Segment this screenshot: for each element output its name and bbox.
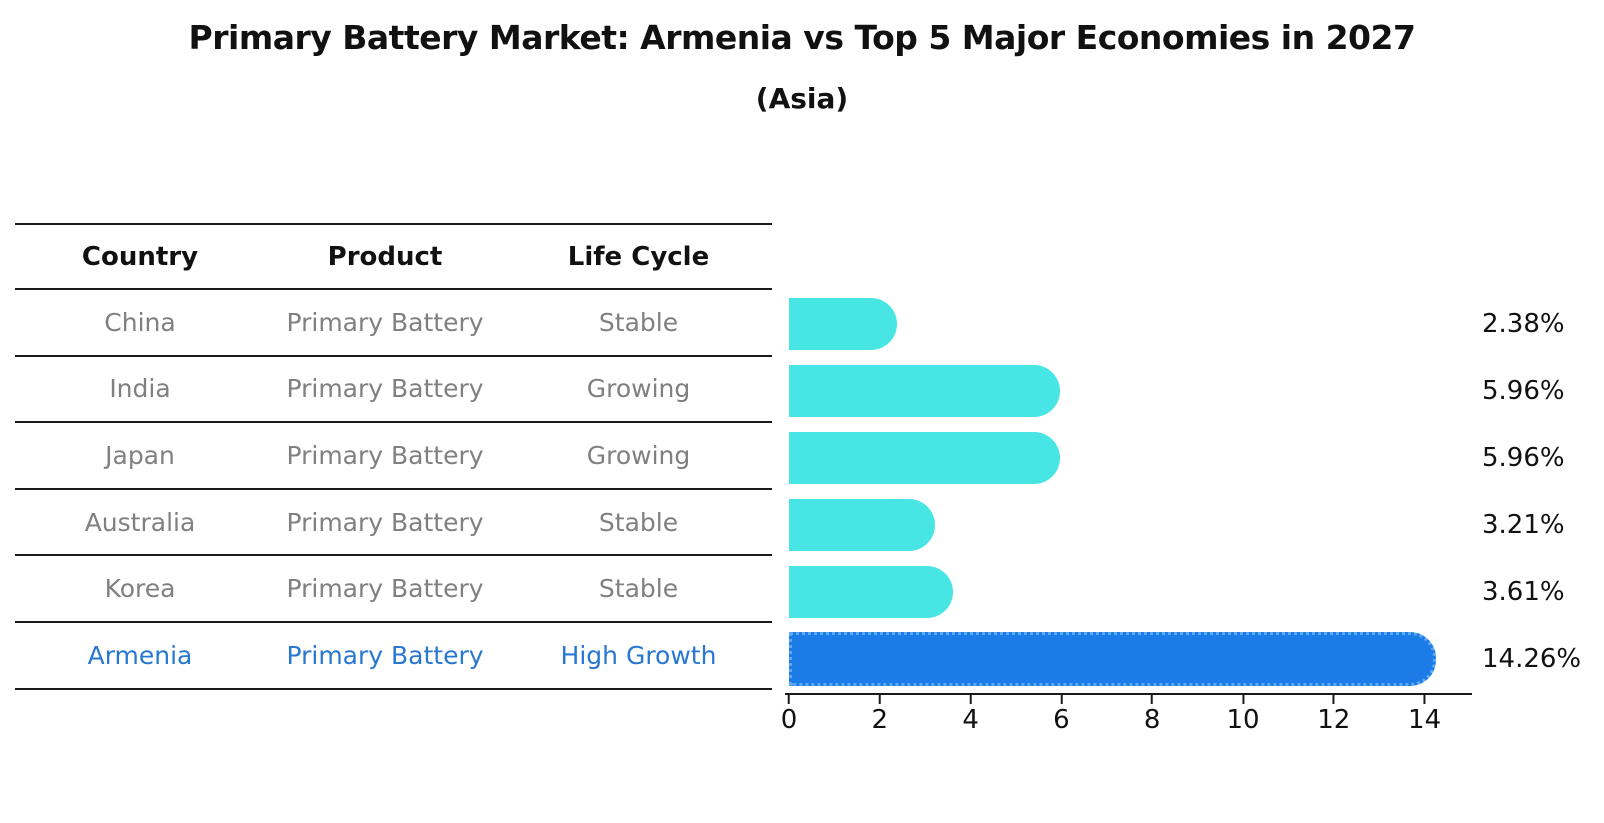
- bar-row: [789, 559, 1470, 626]
- bar-india: [789, 364, 1060, 417]
- table-header-product: Product: [327, 241, 443, 272]
- x-axis-tick-mark: [1242, 695, 1244, 704]
- x-axis-tick: 10: [1226, 695, 1260, 735]
- bar-row: [789, 491, 1470, 558]
- table-cell-life-cycle: High Growth: [560, 640, 717, 670]
- table-cell-country: Japan: [105, 440, 175, 470]
- table-row-australia: Australia Primary Battery Stable: [15, 490, 772, 557]
- x-axis-tick-label: 2: [871, 705, 889, 735]
- table-cell-life-cycle: Stable: [598, 574, 679, 604]
- x-axis-tick-label: 8: [1143, 705, 1161, 735]
- data-table: Country Product Life Cycle China Primary…: [15, 223, 772, 690]
- table-row-armenia: Armenia Primary Battery High Growth: [15, 623, 772, 690]
- x-axis-line: [785, 693, 1472, 695]
- x-axis-tick: 14: [1408, 695, 1441, 733]
- bar-australia: [789, 499, 935, 552]
- bar-value-label: 3.61%: [1482, 577, 1565, 608]
- x-axis-tick: 8: [1143, 695, 1161, 735]
- bar-value-labels: 2.38% 5.96% 5.96% 3.21% 3.61% 14.26%: [1482, 290, 1602, 693]
- bar-japan: [789, 431, 1060, 484]
- x-axis-tick-mark: [1060, 695, 1063, 704]
- table-cell-life-cycle: Stable: [598, 507, 679, 537]
- bar-plot-area: [789, 290, 1470, 693]
- table-cell-product: Primary Battery: [286, 574, 484, 604]
- x-axis-tick: 12: [1317, 695, 1350, 733]
- bar-row: [789, 357, 1470, 424]
- table-cell-life-cycle: Stable: [598, 307, 679, 337]
- x-axis-tick: 0: [780, 695, 798, 735]
- table-cell-product: Primary Battery: [286, 507, 484, 537]
- table-row-korea: Korea Primary Battery Stable: [15, 556, 772, 623]
- x-axis-tick-label: 6: [1053, 705, 1070, 735]
- table-cell-product: Primary Battery: [286, 440, 484, 470]
- bar-armenia: [789, 632, 1437, 687]
- bar-korea: [789, 566, 953, 619]
- table-row-japan: Japan Primary Battery Growing: [15, 423, 772, 490]
- chart-title: Primary Battery Market: Armenia vs Top 5…: [188, 18, 1416, 57]
- x-axis-tick-label: 10: [1226, 705, 1260, 735]
- x-axis-tick-label: 12: [1317, 705, 1351, 735]
- table-cell-country: India: [109, 374, 171, 404]
- bar-row: [789, 626, 1470, 693]
- table-cell-country: Armenia: [87, 640, 193, 670]
- bar-row: [789, 424, 1470, 491]
- table-cell-life-cycle: Growing: [586, 374, 691, 404]
- table-row-china: China Primary Battery Stable: [15, 290, 772, 357]
- table-cell-country: Korea: [104, 574, 176, 604]
- bar-row: [789, 290, 1470, 357]
- table-header-country: Country: [81, 241, 199, 272]
- x-axis-tick: 2: [871, 695, 889, 735]
- x-axis-tick-mark: [1332, 695, 1335, 704]
- table-cell-product: Primary Battery: [286, 640, 484, 670]
- table-cell-product: Primary Battery: [286, 307, 484, 337]
- bar-value-label: 5.96%: [1482, 375, 1565, 406]
- bar-china: [789, 297, 898, 350]
- x-axis-tick-label: 4: [962, 705, 979, 735]
- chart-subtitle: (Asia): [755, 82, 849, 115]
- bar-value-label: 5.96%: [1482, 442, 1565, 473]
- x-axis-tick-label: 0: [780, 705, 798, 735]
- x-axis-tick-label: 14: [1408, 705, 1442, 735]
- table-cell-life-cycle: Growing: [586, 440, 691, 470]
- table-cell-country: Australia: [84, 507, 196, 537]
- table-row-india: India Primary Battery Growing: [15, 357, 772, 424]
- x-axis-tick-mark: [787, 695, 790, 704]
- x-axis-tick-mark: [1151, 695, 1154, 704]
- x-axis-ticks: 0 2 4 6 8 10 12 14: [781, 695, 1470, 740]
- x-axis-tick-mark: [1423, 695, 1426, 704]
- table-cell-product: Primary Battery: [286, 374, 484, 404]
- table-header-row: Country Product Life Cycle: [15, 225, 772, 290]
- bar-value-label: 2.38%: [1482, 308, 1565, 339]
- table-header-life-cycle: Life Cycle: [567, 241, 710, 272]
- x-axis-tick-mark: [969, 695, 972, 704]
- x-axis-tick-mark: [878, 695, 881, 704]
- bar-value-label: 14.26%: [1482, 644, 1582, 675]
- x-axis-tick: 4: [962, 695, 979, 733]
- table-cell-country: China: [104, 307, 176, 337]
- x-axis-tick: 6: [1053, 695, 1070, 733]
- bar-value-label: 3.21%: [1482, 510, 1565, 541]
